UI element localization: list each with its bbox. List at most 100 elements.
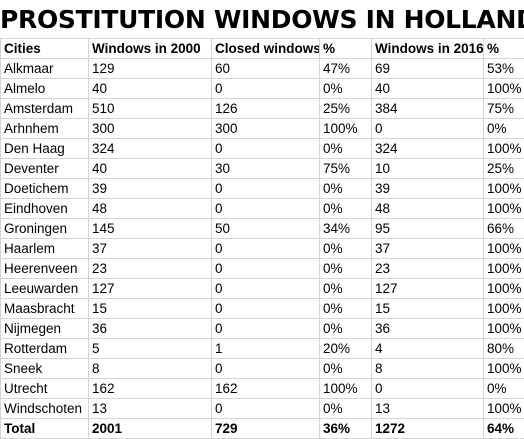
windows-2016-cell[interactable]: 0: [371, 378, 484, 399]
closed-percent-cell[interactable]: 25%: [319, 98, 372, 119]
remaining-percent-cell[interactable]: 100%: [483, 398, 524, 419]
total-closed-windows-cell[interactable]: 729: [211, 418, 320, 439]
windows-2016-cell[interactable]: 37: [371, 238, 484, 259]
city-cell[interactable]: Amsterdam: [0, 98, 89, 119]
windows-2016-cell[interactable]: 384: [371, 98, 484, 119]
city-cell[interactable]: Sneek: [0, 358, 89, 379]
closed-percent-cell[interactable]: 75%: [319, 158, 372, 179]
closed-windows-cell[interactable]: 0: [211, 278, 320, 299]
remaining-percent-cell[interactable]: 100%: [483, 138, 524, 159]
total-label-cell[interactable]: Total: [0, 418, 89, 439]
closed-windows-cell[interactable]: 0: [211, 178, 320, 199]
windows-2000-cell[interactable]: 324: [88, 138, 212, 159]
city-cell[interactable]: Alkmaar: [0, 58, 89, 79]
closed-percent-cell[interactable]: 0%: [319, 178, 372, 199]
city-cell[interactable]: Nijmegen: [0, 318, 89, 339]
total-remaining-percent-cell[interactable]: 64%: [483, 418, 524, 439]
closed-windows-cell[interactable]: 0: [211, 78, 320, 99]
closed-windows-cell[interactable]: 0: [211, 318, 320, 339]
header-cell-remaining-percent[interactable]: %: [483, 38, 524, 59]
remaining-percent-cell[interactable]: 100%: [483, 298, 524, 319]
closed-windows-cell[interactable]: 30: [211, 158, 320, 179]
header-cell-cities[interactable]: Cities: [0, 38, 89, 59]
closed-windows-cell[interactable]: 0: [211, 238, 320, 259]
closed-percent-cell[interactable]: 34%: [319, 218, 372, 239]
city-cell[interactable]: Doetichem: [0, 178, 89, 199]
closed-percent-cell[interactable]: 20%: [319, 338, 372, 359]
remaining-percent-cell[interactable]: 100%: [483, 318, 524, 339]
city-cell[interactable]: Almelo: [0, 78, 89, 99]
remaining-percent-cell[interactable]: 66%: [483, 218, 524, 239]
closed-percent-cell[interactable]: 0%: [319, 138, 372, 159]
city-cell[interactable]: Deventer: [0, 158, 89, 179]
remaining-percent-cell[interactable]: 100%: [483, 358, 524, 379]
closed-percent-cell[interactable]: 100%: [319, 118, 372, 139]
windows-2000-cell[interactable]: 23: [88, 258, 212, 279]
windows-2000-cell[interactable]: 40: [88, 78, 212, 99]
closed-percent-cell[interactable]: 0%: [319, 298, 372, 319]
windows-2016-cell[interactable]: 4: [371, 338, 484, 359]
windows-2000-cell[interactable]: 127: [88, 278, 212, 299]
windows-2000-cell[interactable]: 145: [88, 218, 212, 239]
closed-windows-cell[interactable]: 0: [211, 198, 320, 219]
windows-2000-cell[interactable]: 8: [88, 358, 212, 379]
city-cell[interactable]: Eindhoven: [0, 198, 89, 219]
header-cell-closed-windows[interactable]: Closed windows: [211, 38, 320, 59]
header-cell-windows-2000[interactable]: Windows in 2000: [88, 38, 212, 59]
header-cell-closed-percent[interactable]: %: [319, 38, 372, 59]
total-windows-2000-cell[interactable]: 2001: [88, 418, 212, 439]
remaining-percent-cell[interactable]: 100%: [483, 178, 524, 199]
closed-percent-cell[interactable]: 0%: [319, 318, 372, 339]
closed-windows-cell[interactable]: 0: [211, 398, 320, 419]
windows-2016-cell[interactable]: 13: [371, 398, 484, 419]
windows-2000-cell[interactable]: 48: [88, 198, 212, 219]
closed-percent-cell[interactable]: 100%: [319, 378, 372, 399]
windows-2016-cell[interactable]: 69: [371, 58, 484, 79]
windows-2016-cell[interactable]: 95: [371, 218, 484, 239]
windows-2000-cell[interactable]: 5: [88, 338, 212, 359]
windows-2016-cell[interactable]: 0: [371, 118, 484, 139]
total-windows-2016-cell[interactable]: 1272: [371, 418, 484, 439]
closed-windows-cell[interactable]: 162: [211, 378, 320, 399]
city-cell[interactable]: Leeuwarden: [0, 278, 89, 299]
city-cell[interactable]: Arhnhem: [0, 118, 89, 139]
windows-2016-cell[interactable]: 15: [371, 298, 484, 319]
windows-2000-cell[interactable]: 13: [88, 398, 212, 419]
total-closed-percent-cell[interactable]: 36%: [319, 418, 372, 439]
windows-2016-cell[interactable]: 23: [371, 258, 484, 279]
windows-2016-cell[interactable]: 324: [371, 138, 484, 159]
windows-2016-cell[interactable]: 127: [371, 278, 484, 299]
city-cell[interactable]: Maasbracht: [0, 298, 89, 319]
closed-percent-cell[interactable]: 0%: [319, 78, 372, 99]
closed-windows-cell[interactable]: 126: [211, 98, 320, 119]
remaining-percent-cell[interactable]: 0%: [483, 118, 524, 139]
remaining-percent-cell[interactable]: 0%: [483, 378, 524, 399]
closed-windows-cell[interactable]: 60: [211, 58, 320, 79]
remaining-percent-cell[interactable]: 80%: [483, 338, 524, 359]
closed-windows-cell[interactable]: 1: [211, 338, 320, 359]
windows-2000-cell[interactable]: 37: [88, 238, 212, 259]
closed-windows-cell[interactable]: 0: [211, 298, 320, 319]
closed-percent-cell[interactable]: 0%: [319, 238, 372, 259]
windows-2000-cell[interactable]: 162: [88, 378, 212, 399]
windows-2000-cell[interactable]: 36: [88, 318, 212, 339]
windows-2000-cell[interactable]: 15: [88, 298, 212, 319]
windows-2000-cell[interactable]: 39: [88, 178, 212, 199]
closed-windows-cell[interactable]: 0: [211, 138, 320, 159]
remaining-percent-cell[interactable]: 25%: [483, 158, 524, 179]
windows-2016-cell[interactable]: 36: [371, 318, 484, 339]
city-cell[interactable]: Den Haag: [0, 138, 89, 159]
city-cell[interactable]: Groningen: [0, 218, 89, 239]
windows-2000-cell[interactable]: 40: [88, 158, 212, 179]
windows-2016-cell[interactable]: 40: [371, 78, 484, 99]
closed-percent-cell[interactable]: 0%: [319, 198, 372, 219]
windows-2000-cell[interactable]: 510: [88, 98, 212, 119]
closed-percent-cell[interactable]: 47%: [319, 58, 372, 79]
windows-2000-cell[interactable]: 129: [88, 58, 212, 79]
closed-percent-cell[interactable]: 0%: [319, 278, 372, 299]
closed-windows-cell[interactable]: 0: [211, 358, 320, 379]
remaining-percent-cell[interactable]: 100%: [483, 78, 524, 99]
windows-2016-cell[interactable]: 10: [371, 158, 484, 179]
closed-windows-cell[interactable]: 300: [211, 118, 320, 139]
city-cell[interactable]: Heerenveen: [0, 258, 89, 279]
